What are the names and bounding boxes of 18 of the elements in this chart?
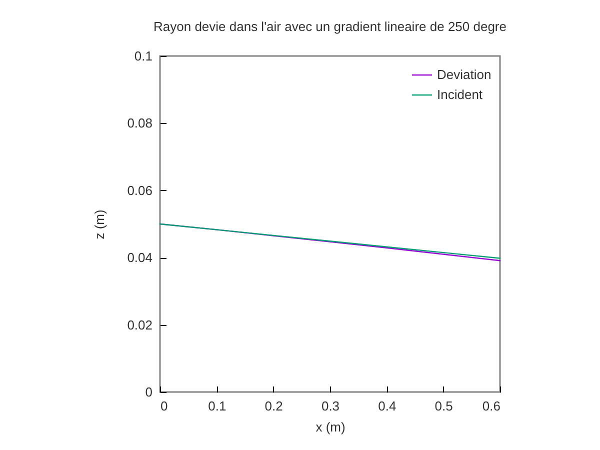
x-tick-label: 0: [160, 398, 168, 414]
x-tick-label: 0.3: [321, 398, 340, 414]
y-tick-label: 0.1: [134, 48, 152, 64]
x-axis-title: x (m): [316, 420, 346, 434]
y-axis-title: z (m): [92, 210, 108, 240]
y-tick-label: 0.04: [127, 250, 152, 266]
x-tick-label: 0.6: [482, 398, 500, 414]
legend-label: Deviation: [437, 67, 492, 82]
x-tick-label: 0.2: [264, 398, 283, 414]
legend-label: Incident: [437, 87, 483, 102]
y-tick-label: 0: [145, 384, 152, 400]
x-tick-label: 0.1: [208, 398, 226, 414]
x-tick-label: 0.4: [378, 398, 396, 414]
chart-title: Rayon devie dans l'air avec un gradient lineaire de 250 degre: [154, 19, 506, 34]
y-tick-label: 0.02: [127, 317, 152, 332]
y-tick-label: 0.08: [127, 116, 152, 131]
x-tick-label: 0.5: [434, 398, 453, 414]
y-tick-label: 0.06: [127, 182, 152, 198]
